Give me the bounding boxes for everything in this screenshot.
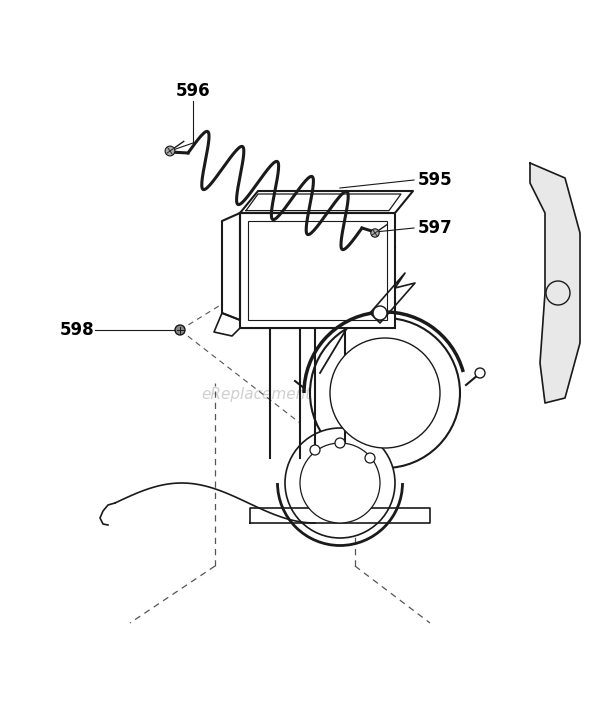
Circle shape <box>165 146 175 156</box>
Circle shape <box>300 443 380 523</box>
Bar <box>248 221 387 320</box>
Polygon shape <box>250 508 430 523</box>
Circle shape <box>373 306 387 320</box>
Circle shape <box>175 325 185 335</box>
Text: 595: 595 <box>418 171 453 189</box>
Text: 597: 597 <box>418 219 453 237</box>
Circle shape <box>330 338 440 448</box>
Circle shape <box>475 368 485 378</box>
Polygon shape <box>214 313 240 336</box>
Circle shape <box>546 281 570 305</box>
Circle shape <box>371 228 379 237</box>
Polygon shape <box>222 213 240 320</box>
Circle shape <box>310 318 460 468</box>
Circle shape <box>365 453 375 463</box>
Polygon shape <box>370 273 415 323</box>
Bar <box>240 213 395 328</box>
Circle shape <box>285 428 395 538</box>
Text: 598: 598 <box>60 321 94 339</box>
Polygon shape <box>530 163 580 403</box>
Text: 596: 596 <box>176 82 210 100</box>
Text: eReplacementParts.com: eReplacementParts.com <box>202 387 388 401</box>
Circle shape <box>310 445 320 455</box>
Circle shape <box>335 438 345 448</box>
Polygon shape <box>240 191 413 213</box>
